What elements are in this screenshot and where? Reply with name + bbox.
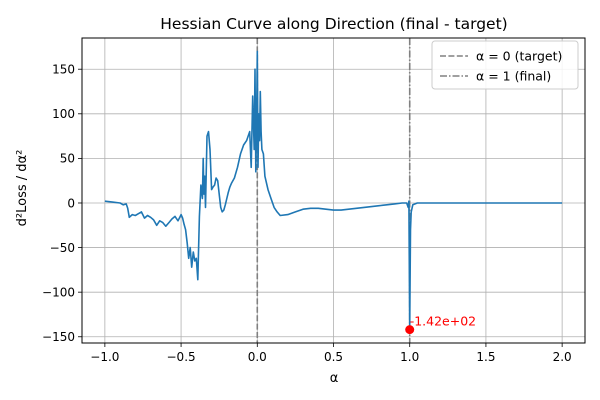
x-tick-label: 0.0 — [248, 350, 267, 364]
x-tick-label: 1.5 — [476, 350, 495, 364]
legend-box — [431, 40, 579, 90]
series-layer — [104, 50, 563, 331]
annotation-point — [405, 325, 415, 335]
y-tick-label: 50 — [60, 152, 75, 166]
x-axis-ticks: −1.0 −0.5 0.0 0.5 1.0 1.5 2.0 — [90, 343, 572, 364]
y-tick-label: 150 — [52, 63, 75, 77]
legend-entry-final: α = 1 (final) — [476, 69, 551, 84]
x-tick-label: −1.0 — [90, 350, 119, 364]
x-tick-label: 1.0 — [400, 350, 419, 364]
y-tick-label: −150 — [42, 330, 75, 344]
chart-title: Hessian Curve along Direction (final - t… — [160, 15, 507, 33]
x-tick-label: −0.5 — [167, 350, 196, 364]
y-tick-label: −100 — [42, 285, 75, 299]
x-tick-label: 2.0 — [553, 350, 572, 364]
y-tick-label: 0 — [67, 196, 75, 210]
y-tick-label: −50 — [50, 241, 75, 255]
annotation-label: -1.42e+02 — [410, 314, 476, 329]
series-line — [104, 50, 563, 331]
annotation-layer: -1.42e+02 — [405, 314, 476, 335]
y-tick-label: 100 — [52, 107, 75, 121]
legend: α = 0 (target) α = 1 (final) — [431, 40, 579, 90]
y-axis-title: d²Loss / dα² — [15, 150, 30, 227]
legend-entry-target: α = 0 (target) — [476, 49, 562, 64]
x-tick-label: 0.5 — [324, 350, 343, 364]
y-axis-ticks: −150 −100 −50 0 50 100 150 — [42, 63, 82, 344]
x-axis-title: α — [330, 371, 339, 386]
